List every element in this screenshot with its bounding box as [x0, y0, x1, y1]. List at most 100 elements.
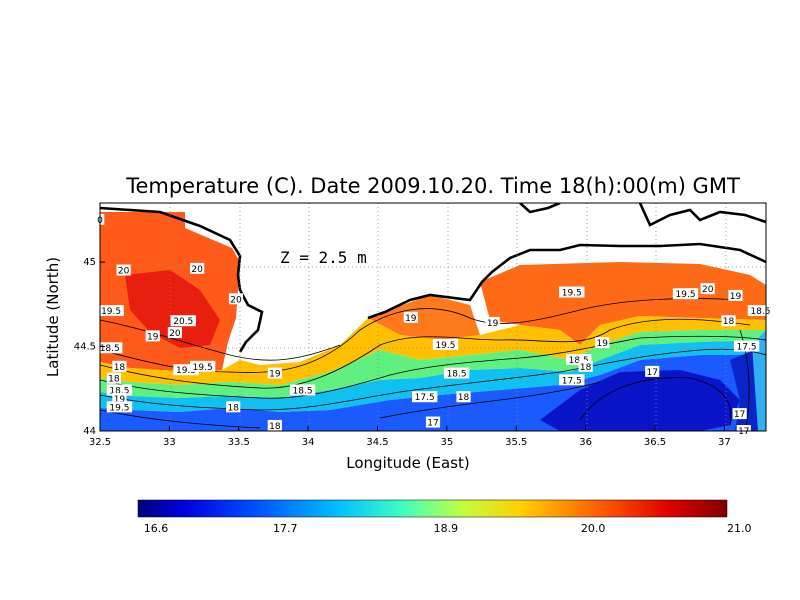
contour-label-bg [170, 315, 196, 327]
contour-label-bg [98, 305, 124, 317]
contour-label-bg [485, 316, 500, 328]
contour-label: 18 [227, 403, 239, 413]
contour-label-bg [728, 289, 743, 301]
contour-label-bg [106, 401, 133, 413]
contour-label-bg [116, 264, 131, 276]
colorbar [137, 499, 728, 518]
contour-label-bg [112, 392, 127, 404]
contour-label: 19.5 [435, 341, 455, 351]
contour-label-bg [167, 327, 183, 339]
contour-label-bg [411, 391, 438, 403]
contour-label: 17 [738, 427, 749, 437]
x-tick-label: 37 [718, 437, 731, 448]
x-tick-label: 34 [302, 437, 315, 448]
contour-label: 18.5 [100, 344, 120, 354]
contour-label-bg [267, 367, 282, 379]
contour-label-bg [106, 384, 133, 396]
contour-label: 19 [487, 319, 499, 329]
contour-label: 18 [108, 375, 120, 385]
x-tick-label: 33 [163, 437, 176, 448]
contour-label-bg [228, 293, 244, 305]
contour-label-bg [226, 401, 241, 413]
contour-label: 18 [269, 422, 281, 432]
y-tick-label: 44 [83, 426, 96, 437]
contour-label-bg [425, 416, 441, 428]
contour-label-bg [578, 360, 593, 372]
contour-label: 18.5 [447, 370, 467, 380]
colorbar-tick-label: 18.9 [434, 522, 459, 535]
depth-label: Z = 2.5 m [280, 248, 367, 267]
plot-frame [99, 202, 767, 432]
contour-label: 17 [646, 368, 657, 378]
contour-label-bg [189, 360, 216, 372]
contour-labels: 20 202020.52019.51918.5181818.51919.519.5… [95, 213, 774, 437]
contour-label-bg [732, 408, 747, 420]
x-tick-label: 35.5 [505, 437, 527, 448]
x-tick-label: 32.5 [89, 437, 111, 448]
contour-label: 19.5 [109, 403, 129, 413]
contour-label-bg [559, 374, 585, 386]
contour-label: 18 [580, 363, 592, 373]
contour-label: 20 [702, 285, 714, 295]
x-axis-label: Longitude (East) [346, 454, 469, 472]
contour-label: 18 [114, 363, 126, 373]
x-tick-label: 34.5 [366, 437, 388, 448]
cyan-band [100, 340, 766, 412]
contour-label-bg [145, 330, 160, 342]
coastline-north-east [638, 203, 766, 227]
contour-label: 18.5 [293, 386, 313, 396]
contour-label: 18.5 [109, 386, 129, 396]
contour-label: 19.5 [193, 363, 213, 373]
contour-label-bg [443, 367, 470, 379]
contour-label-bg [733, 340, 760, 352]
temperature-field [100, 212, 766, 431]
contour-label-bg [432, 338, 459, 350]
contour-label-bg [700, 283, 715, 295]
contour-label: 17.5 [737, 343, 757, 353]
contour-label-bg [595, 337, 610, 349]
light-blue-east-edge [752, 330, 766, 431]
contour-label: 20 [118, 267, 130, 277]
coastline-north-mid [519, 203, 561, 214]
map-title: Temperature (C). Date 2009.10.20. Time 1… [125, 174, 740, 198]
land [238, 203, 766, 364]
plot-area [100, 203, 766, 431]
contour-label: 17 [734, 410, 745, 420]
crimea-land [238, 203, 766, 364]
contour-label: 20 [169, 329, 181, 339]
contour-label-bg [559, 286, 585, 298]
x-tick-label: 36.5 [644, 437, 666, 448]
contour-label: 20 [230, 295, 242, 305]
contour-label: 19 [405, 314, 417, 324]
colorbar-tick-label: 20.0 [581, 522, 606, 535]
warm-band-mid [368, 295, 480, 340]
deep-blue-core [540, 370, 740, 431]
contour-label: 19.5 [176, 366, 196, 376]
contour-label-bg [97, 342, 123, 354]
contour-label: 18 [723, 317, 735, 327]
warm-band-east [480, 262, 766, 345]
hot-core-west [125, 270, 220, 348]
contour-label: 20.5 [173, 317, 193, 327]
contour-label-bg [645, 365, 660, 377]
contour-label-bg [106, 372, 121, 384]
contour-label: 19.5 [562, 289, 582, 299]
contour-label: 19 [597, 339, 609, 349]
contour-label: 18.5 [750, 307, 770, 317]
y-tick-label: 45 [83, 257, 96, 268]
orange-ring [100, 316, 766, 385]
colorbar-ticks: 16.6 17.7 18.9 20.0 21.0 [144, 522, 752, 535]
contour-label-bg [112, 360, 127, 372]
contour-label: 20 [191, 265, 203, 275]
contour-label-bg [721, 315, 736, 327]
contour-label: 18 [458, 393, 470, 403]
contour-label-bg [190, 262, 205, 274]
contour-label: 19 [114, 395, 126, 405]
contour-label-bg [173, 364, 199, 376]
contour-label: 19 [269, 370, 281, 380]
contour-label: 17.5 [562, 376, 582, 386]
colorbar-tick-label: 16.6 [144, 522, 169, 535]
colorbar-tick-label: 17.7 [273, 522, 298, 535]
contour-label: 19.5 [101, 307, 121, 317]
